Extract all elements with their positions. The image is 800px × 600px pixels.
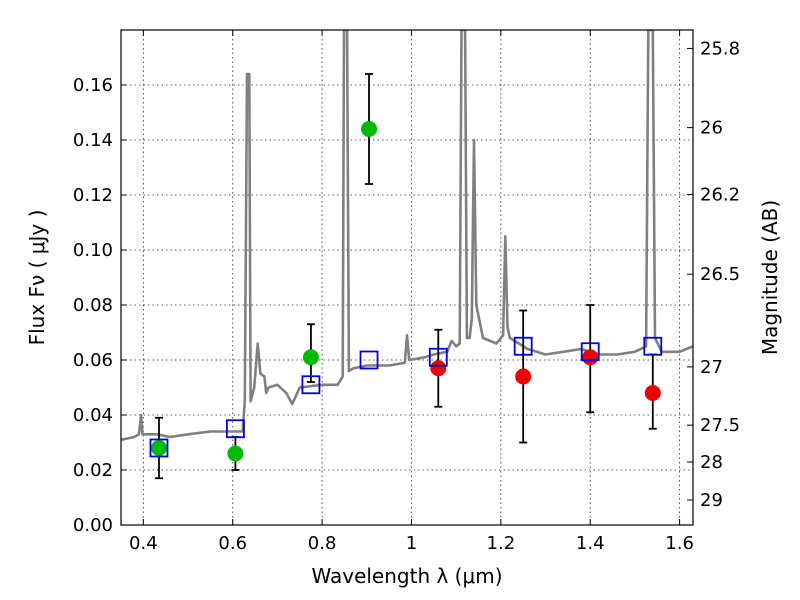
- right-tick-label: 26.2: [700, 184, 740, 205]
- axis-ticks: 0.4 0.6 0.8 1 1.2 1.4 1.6 0.00 0.02 0.04 0.06 0.08 0…: [73, 30, 740, 554]
- model-photometry-square: [225, 419, 245, 439]
- right-tick-label: 26.5: [700, 264, 740, 285]
- model-photometry-square: [513, 336, 533, 356]
- right-tick-label: 28: [700, 452, 723, 473]
- right-tick-label: 27: [700, 357, 723, 378]
- photometry-points: [149, 73, 663, 480]
- y-tick-label: 0.14: [73, 130, 113, 151]
- green-data-point: [302, 349, 319, 366]
- y-tick-label: 0.12: [73, 185, 113, 206]
- red-data-point: [430, 360, 447, 377]
- model-photometry-square: [359, 350, 379, 370]
- green-data-point: [361, 121, 378, 137]
- y-tick-label: 0.04: [73, 405, 113, 426]
- y-tick-label: 0.10: [73, 240, 113, 261]
- right-tick-label: 25.8: [700, 38, 740, 59]
- red-data-point: [582, 349, 599, 366]
- x-tick-label: 1.6: [665, 533, 694, 554]
- plot-frame: [120, 29, 694, 526]
- model-photometry-square: [643, 336, 663, 356]
- x-tick-label: 0.8: [308, 533, 337, 554]
- right-tick-label: 27.5: [700, 415, 740, 436]
- x-tick-label: 0.4: [129, 533, 158, 554]
- model-spectrum-line: [121, 30, 693, 442]
- x-tick-label: 1: [406, 533, 417, 554]
- grid-lines: [121, 30, 693, 526]
- red-data-point: [515, 368, 532, 385]
- red-data-point: [644, 385, 661, 401]
- green-data-point: [150, 440, 167, 456]
- model-photometry-square: [428, 347, 448, 367]
- x-axis-label: Wavelength λ (μm): [311, 564, 502, 588]
- y-axis-label: Flux Fν ( μJy ): [25, 210, 49, 346]
- model-photometry-square: [301, 375, 321, 395]
- x-tick-label: 1.2: [487, 533, 516, 554]
- right-tick-label: 26: [700, 118, 723, 139]
- y-tick-label: 0.08: [73, 295, 113, 316]
- y-tick-label: 0.02: [73, 460, 113, 481]
- y-tick-label: 0.06: [73, 350, 113, 371]
- model-spectrum: [121, 30, 693, 442]
- y-tick-label: 0.16: [73, 75, 113, 96]
- model-photometry-square: [149, 438, 169, 458]
- y-tick-label: 0.00: [73, 515, 113, 536]
- green-data-point: [227, 445, 244, 462]
- model-photometry-square: [580, 342, 600, 362]
- x-tick-label: 1.4: [576, 533, 605, 554]
- x-tick-label: 0.6: [218, 533, 247, 554]
- right-tick-label: 29: [700, 490, 723, 511]
- y-axis-right-label: Magnitude (AB): [758, 200, 782, 355]
